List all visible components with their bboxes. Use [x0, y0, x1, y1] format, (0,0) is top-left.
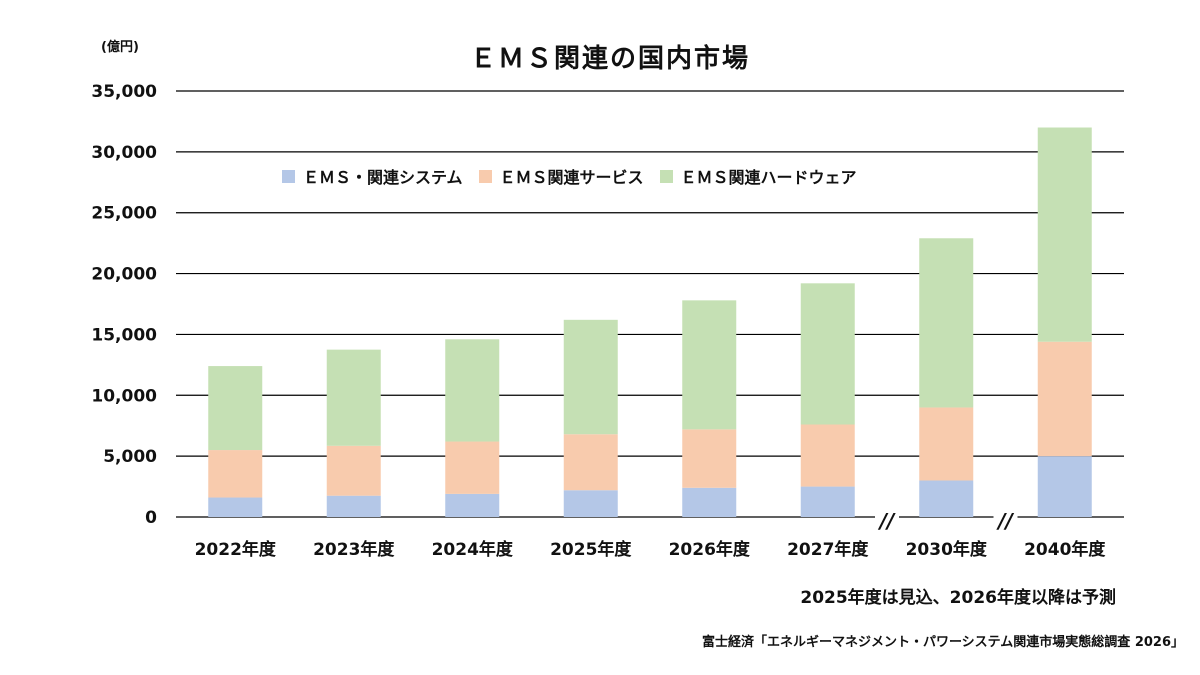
axis-break-marker: // [996, 509, 1014, 533]
bar-segment [208, 450, 263, 498]
legend-item-hardware: ＥＭＳ関連ハードウェア [659, 164, 857, 188]
legend-swatch-hardware [659, 169, 673, 183]
bar-segment [563, 490, 618, 517]
y-tick-label: 25,000 [91, 204, 157, 224]
legend-item-services: ＥＭＳ関連サービス [478, 164, 644, 188]
x-tick-label: 2027年度 [787, 539, 869, 560]
y-tick-label: 10,000 [91, 386, 157, 406]
axis-break-gap [875, 514, 899, 522]
legend-label-systems: ＥＭＳ・関連システム [303, 168, 463, 187]
chart-title: ＥＭＳ関連の国内市場 [469, 44, 750, 74]
y-tick-label: 30,000 [91, 143, 157, 163]
legend-swatch-systems [282, 169, 295, 183]
bar-segment [563, 319, 618, 435]
bar-segment [682, 487, 737, 517]
chart-legend: ＥＭＳ・関連システム ＥＭＳ関連サービス ＥＭＳ関連ハードウェア [282, 164, 873, 188]
x-tick-label: 2026年度 [669, 539, 751, 560]
x-tick-label: 2024年度 [432, 539, 514, 560]
y-axis-unit-label: (億円) [101, 40, 139, 55]
bar-segment [682, 300, 737, 430]
y-tick-label: 20,000 [91, 265, 157, 285]
forecast-note: 2025年度は見込、2026年度以降は予測 [800, 588, 1116, 608]
bar-segment [445, 339, 500, 442]
legend-swatch-services [478, 169, 492, 183]
bar-segment [326, 445, 381, 496]
x-tick-label: 2025年度 [550, 539, 632, 560]
legend-item-systems: ＥＭＳ・関連システム [282, 164, 463, 188]
x-tick-label: 2030年度 [906, 539, 988, 560]
bar-segment [563, 434, 618, 491]
y-tick-label: 35,000 [91, 82, 157, 102]
bar-segment [208, 497, 263, 517]
x-tick-label: 2040年度 [1024, 539, 1106, 560]
source-citation: 富士経済「エネルギーマネジメント・パワーシステム関連市場実態総調査 2026」 [701, 635, 1184, 650]
x-tick-label: 2023年度 [313, 539, 395, 560]
y-tick-label: 15,000 [91, 325, 157, 345]
bar-segment [445, 493, 500, 517]
bar-segment [800, 283, 855, 425]
bar-segment [919, 480, 974, 517]
bar-segment [326, 495, 381, 517]
axis-break-marker: // [878, 509, 896, 533]
bar-segment [800, 424, 855, 487]
bar-segment [326, 349, 381, 446]
y-tick-label: 0 [145, 508, 157, 528]
bar-segment [208, 366, 263, 451]
bar-segment [919, 238, 974, 408]
bar-segment [1037, 341, 1092, 457]
axis-break-gap [993, 514, 1018, 522]
bar-segment [1037, 127, 1092, 342]
y-tick-label: 5,000 [103, 447, 157, 467]
bar-segment [1037, 456, 1092, 517]
legend-label-hardware: ＥＭＳ関連ハードウェア [680, 168, 857, 187]
x-tick-label: 2022年度 [195, 539, 277, 560]
bar-segment [800, 486, 855, 517]
bar-segment [682, 429, 737, 488]
bar-segment [919, 407, 974, 481]
legend-label-services: ＥＭＳ関連サービス [499, 168, 644, 187]
bar-segment [445, 441, 500, 494]
